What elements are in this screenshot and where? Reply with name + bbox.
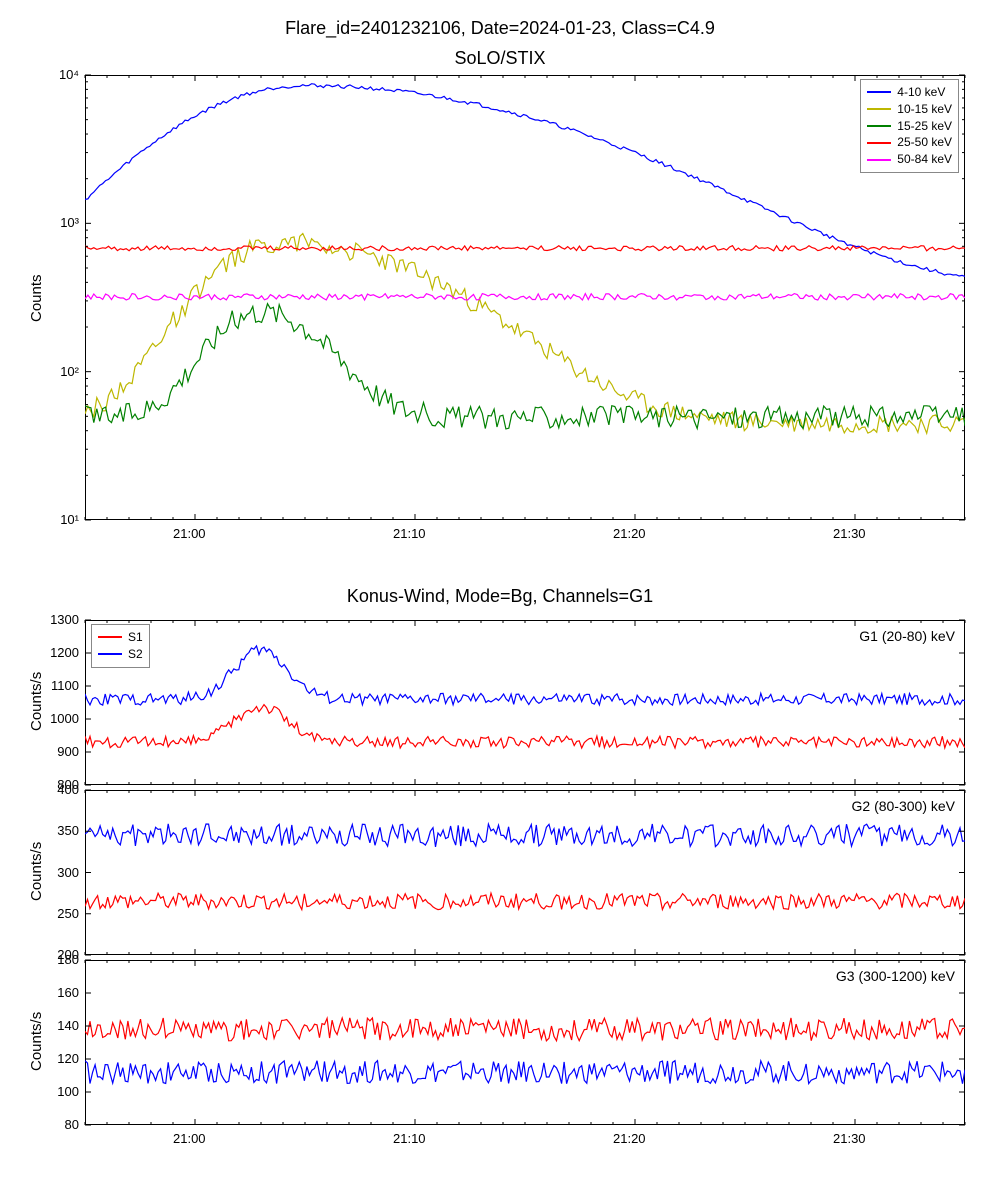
ytick-label: 1300 (50, 612, 79, 627)
xtick-label: 21:00 (173, 526, 206, 541)
ytick-label: 400 (57, 782, 79, 797)
ytick-label: 180 (57, 952, 79, 967)
ytick-label: 160 (57, 985, 79, 1000)
xtick-label: 21:30 (833, 526, 866, 541)
xtick-label: 21:00 (173, 1131, 206, 1146)
g3-ylabel: Counts/s (28, 1011, 45, 1070)
ytick-label: 10⁴ (59, 67, 79, 82)
ytick-label: 250 (57, 906, 79, 921)
g3-svg (0, 0, 1000, 1200)
xtick-label: 21:10 (393, 526, 426, 541)
g3-annotation: G3 (300-1200) keV (836, 968, 955, 984)
figure: Flare_id=2401232106, Date=2024-01-23, Cl… (0, 0, 1000, 1200)
xtick-label: 21:20 (613, 1131, 646, 1146)
ytick-label: 1000 (50, 711, 79, 726)
ytick-label: 10³ (60, 215, 79, 230)
ytick-label: 140 (57, 1018, 79, 1033)
ytick-label: 80 (65, 1117, 79, 1132)
ytick-label: 120 (57, 1051, 79, 1066)
xtick-label: 21:30 (833, 1131, 866, 1146)
ytick-label: 300 (57, 865, 79, 880)
ytick-label: 900 (57, 744, 79, 759)
xtick-label: 21:10 (393, 1131, 426, 1146)
ytick-label: 1100 (51, 678, 79, 693)
ytick-label: 1200 (50, 645, 79, 660)
ytick-label: 10² (60, 364, 79, 379)
ytick-label: 10¹ (60, 512, 79, 527)
ytick-label: 350 (57, 823, 79, 838)
xtick-label: 21:20 (613, 526, 646, 541)
ytick-label: 100 (57, 1084, 79, 1099)
